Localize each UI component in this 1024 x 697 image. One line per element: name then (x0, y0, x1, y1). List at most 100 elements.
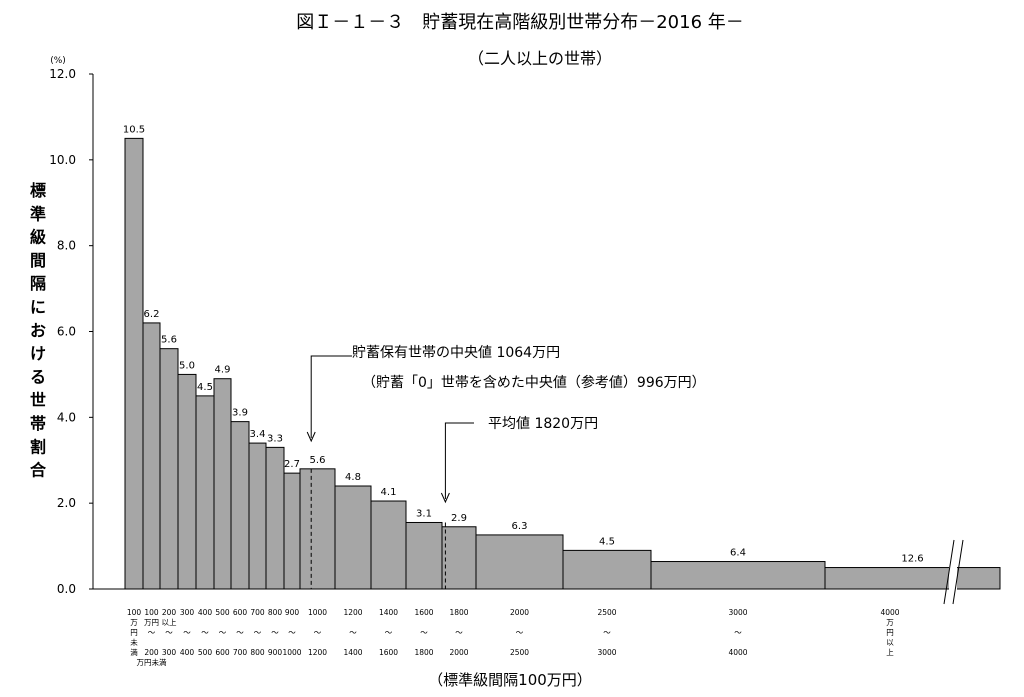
category-tick-label: 4000 (728, 648, 747, 657)
bar-value-label: 4.1 (381, 487, 397, 498)
y-tick-label: 4.0 (57, 410, 76, 424)
mean-leader-line (444, 422, 474, 499)
axis-break (943, 539, 964, 605)
bar (230, 421, 250, 590)
category-tick-label: 4000 (880, 608, 899, 617)
bar (650, 561, 826, 590)
category-tick-label: 300 (162, 648, 177, 657)
bar-value-label: 4.8 (345, 472, 361, 483)
category-tick-label: ～ (349, 628, 357, 637)
bar-value-label: 10.5 (123, 124, 145, 135)
y-tick-label: 2.0 (57, 496, 76, 510)
category-tick-label: 800 (268, 608, 283, 617)
category-tick-label: ～ (455, 628, 463, 637)
category-tick-label: ～ (385, 628, 393, 637)
category-tick-label: 満 (130, 648, 138, 657)
bar (195, 395, 215, 590)
category-tick-label: 万円 (144, 618, 159, 627)
bar-value-label: 2.9 (451, 513, 467, 524)
category-tick-label: 上 (886, 648, 894, 657)
bar (475, 534, 564, 590)
y-tick-label: 12.0 (49, 67, 76, 81)
bar (370, 500, 407, 590)
bar-value-label: 3.4 (250, 429, 266, 440)
category-tick-label: 1000 (282, 648, 301, 657)
bar-value-label: 12.6 (901, 554, 923, 565)
category-tick-label: 1600 (379, 648, 398, 657)
category-tick-label: 1000 (308, 608, 327, 617)
bars (124, 137, 1001, 590)
bar-value-label: 3.9 (232, 408, 248, 419)
category-tick-label: 1400 (343, 648, 362, 657)
bar-value-label: 6.2 (144, 309, 160, 320)
category-tick-label: 2500 (597, 608, 616, 617)
bar (124, 137, 144, 590)
y-tick-label: 8.0 (57, 239, 76, 253)
category-tick-label: 800 (250, 648, 265, 657)
category-tick-label: 200 (144, 648, 159, 657)
y-label-char: 帯 (30, 414, 46, 433)
category-tick-label: 円 (130, 628, 138, 637)
category-tick-label: ～ (603, 628, 611, 637)
category-tick-label: 2000 (510, 608, 529, 617)
y-tick-label: 0.0 (57, 582, 76, 596)
category-tick-label: ～ (236, 628, 244, 637)
y-label-char: 合 (30, 461, 47, 480)
bar-value-label: 6.4 (730, 548, 746, 559)
bar-value-label: 5.6 (161, 335, 177, 346)
category-tick-label: 1400 (379, 608, 398, 617)
category-tick-label: 1200 (308, 648, 327, 657)
category-tick-label: ～ (219, 628, 227, 637)
y-label-char: 割 (30, 437, 46, 456)
category-tick-label: 2000 (449, 648, 468, 657)
category-tick-label: 1800 (449, 608, 468, 617)
category-tick-label: ～ (254, 628, 262, 637)
category-tick-label: ～ (420, 628, 428, 637)
y-label-char: 隔 (30, 274, 46, 293)
axis-break-line (952, 539, 964, 605)
category-tick-label: ～ (516, 628, 524, 637)
category-tick-label: 以上 (162, 618, 177, 627)
category-tick-label: 万円未満 (137, 657, 167, 667)
y-label-char: お (30, 321, 46, 340)
y-tick-label: 10.0 (49, 153, 76, 167)
bar-value-label: 4.5 (197, 382, 213, 393)
bar (142, 322, 161, 590)
category-tick-label: ～ (314, 628, 322, 637)
category-tick-label: 1600 (414, 608, 433, 617)
annotation-median-line2: （貯蓄「0」世帯を含めた中央値（参考値）996万円） (362, 374, 706, 391)
bar (159, 348, 179, 590)
annotation-mean-line1: 平均値 1820万円 (488, 416, 598, 432)
category-tick-label: 700 (250, 608, 265, 617)
bar-value-label: 3.3 (267, 433, 283, 444)
bar (248, 442, 267, 590)
category-tick-label: 3000 (597, 648, 616, 657)
chart-subtitle: （二人以上の世帯） (468, 49, 612, 68)
bar (265, 446, 285, 590)
y-unit-label: (%) (50, 56, 66, 66)
bar-value-label: 4.5 (599, 536, 615, 547)
y-label-char: に (30, 298, 46, 317)
category-tick-label: 3000 (728, 608, 747, 617)
bar-value-label: 2.7 (284, 459, 300, 470)
reference-markers (306, 355, 474, 589)
category-tick-label: 円 (886, 628, 894, 637)
bar (334, 485, 372, 590)
category-labels: 100万円未満100万円～200万円未満200以上～300300～400400～… (127, 608, 900, 667)
category-tick-label: 100 (127, 608, 142, 617)
category-tick-label: 900 (268, 648, 283, 657)
bar-value-label: 5.6 (310, 455, 326, 466)
y-label-char: 間 (30, 251, 46, 270)
y-label-char: け (30, 344, 46, 363)
y-label-char: 世 (30, 391, 46, 410)
category-tick-label: 2500 (510, 648, 529, 657)
category-tick-label: 未 (130, 637, 138, 647)
chart-title: 図Ｉ－１－３ 貯蓄現在高階級別世帯分布－2016 年－ (296, 12, 744, 33)
axis-break-gap (949, 560, 957, 600)
category-tick-label: 200 (162, 608, 177, 617)
bar (405, 521, 443, 590)
category-tick-label: 以 (886, 638, 894, 647)
category-tick-label: ～ (271, 628, 279, 637)
category-tick-label: ～ (183, 628, 191, 637)
